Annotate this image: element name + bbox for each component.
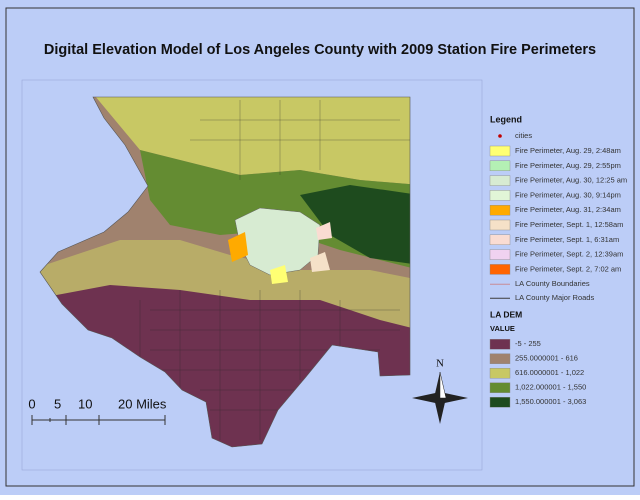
legend-label: LA County Boundaries <box>515 279 590 288</box>
legend-swatch <box>489 145 511 157</box>
legend-label: -5 - 255 <box>515 339 541 348</box>
legend-label: Fire Perimeter, Aug. 29, 2:48am <box>515 146 621 155</box>
legend-label: cities <box>515 131 532 140</box>
scale-bar: 0 5 10 20 Miles <box>28 396 167 425</box>
legend-label: 255.0000001 - 616 <box>515 354 578 363</box>
legend-label: Fire Perimeter, Aug. 30, 9:14pm <box>515 190 621 199</box>
scale-label: 20 Miles <box>118 396 167 411</box>
legend-swatch <box>489 190 511 201</box>
legend-swatch <box>489 249 511 260</box>
scale-label: 0 <box>28 396 35 411</box>
legend-label: LA County Major Roads <box>515 293 594 302</box>
legend-label: Fire Perimeter, Sept. 1, 6:31am <box>515 235 619 244</box>
legend-swatch <box>489 219 511 231</box>
legend-label: Fire Perimeter, Sept. 2, 7:02 am <box>515 264 621 273</box>
legend-swatch <box>489 175 511 186</box>
legend-label: Fire Perimeter, Aug. 30, 12:25 am <box>515 176 627 185</box>
legend-subheading: VALUE <box>490 324 515 333</box>
scale-label: 5 <box>54 396 61 411</box>
legend-label: Fire Perimeter, Sept. 1, 12:58am <box>515 220 623 229</box>
legend-swatch <box>489 160 511 172</box>
legend-swatch <box>489 353 511 364</box>
legend-label: Fire Perimeter, Aug. 29, 2:55pm <box>515 161 621 170</box>
legend-label: 1,550.000001 - 3,063 <box>515 397 586 406</box>
legend-swatch <box>489 382 511 393</box>
legend-subheading: LA DEM <box>490 309 522 319</box>
legend-swatch <box>489 397 511 408</box>
frame <box>5 7 635 487</box>
county-outline <box>39 96 411 448</box>
legend-label: 616.0000001 - 1,022 <box>515 368 584 377</box>
legend: Legend cities Fire Perimeter, Aug. 29, 2:4… <box>489 114 627 408</box>
north-label: N <box>436 358 444 370</box>
legend-swatch <box>489 339 511 350</box>
legend-heading: Legend <box>490 114 522 124</box>
legend-label: Fire Perimeter, Sept. 2, 12:39am <box>515 250 623 259</box>
legend-swatch <box>489 264 511 275</box>
legend-swatch <box>489 204 511 216</box>
map-title: Digital Elevation Model of Los Angeles C… <box>44 42 596 58</box>
legend-swatch <box>489 368 511 379</box>
legend-swatch <box>489 234 511 246</box>
map-frame <box>21 79 483 471</box>
legend-label: Fire Perimeter, Aug. 31, 2:34am <box>515 205 621 214</box>
legend-city-dot <box>498 134 502 138</box>
north-arrow: N <box>412 358 468 424</box>
legend-label: 1,022.000001 - 1,550 <box>515 383 586 392</box>
scale-label: 10 <box>78 396 92 411</box>
